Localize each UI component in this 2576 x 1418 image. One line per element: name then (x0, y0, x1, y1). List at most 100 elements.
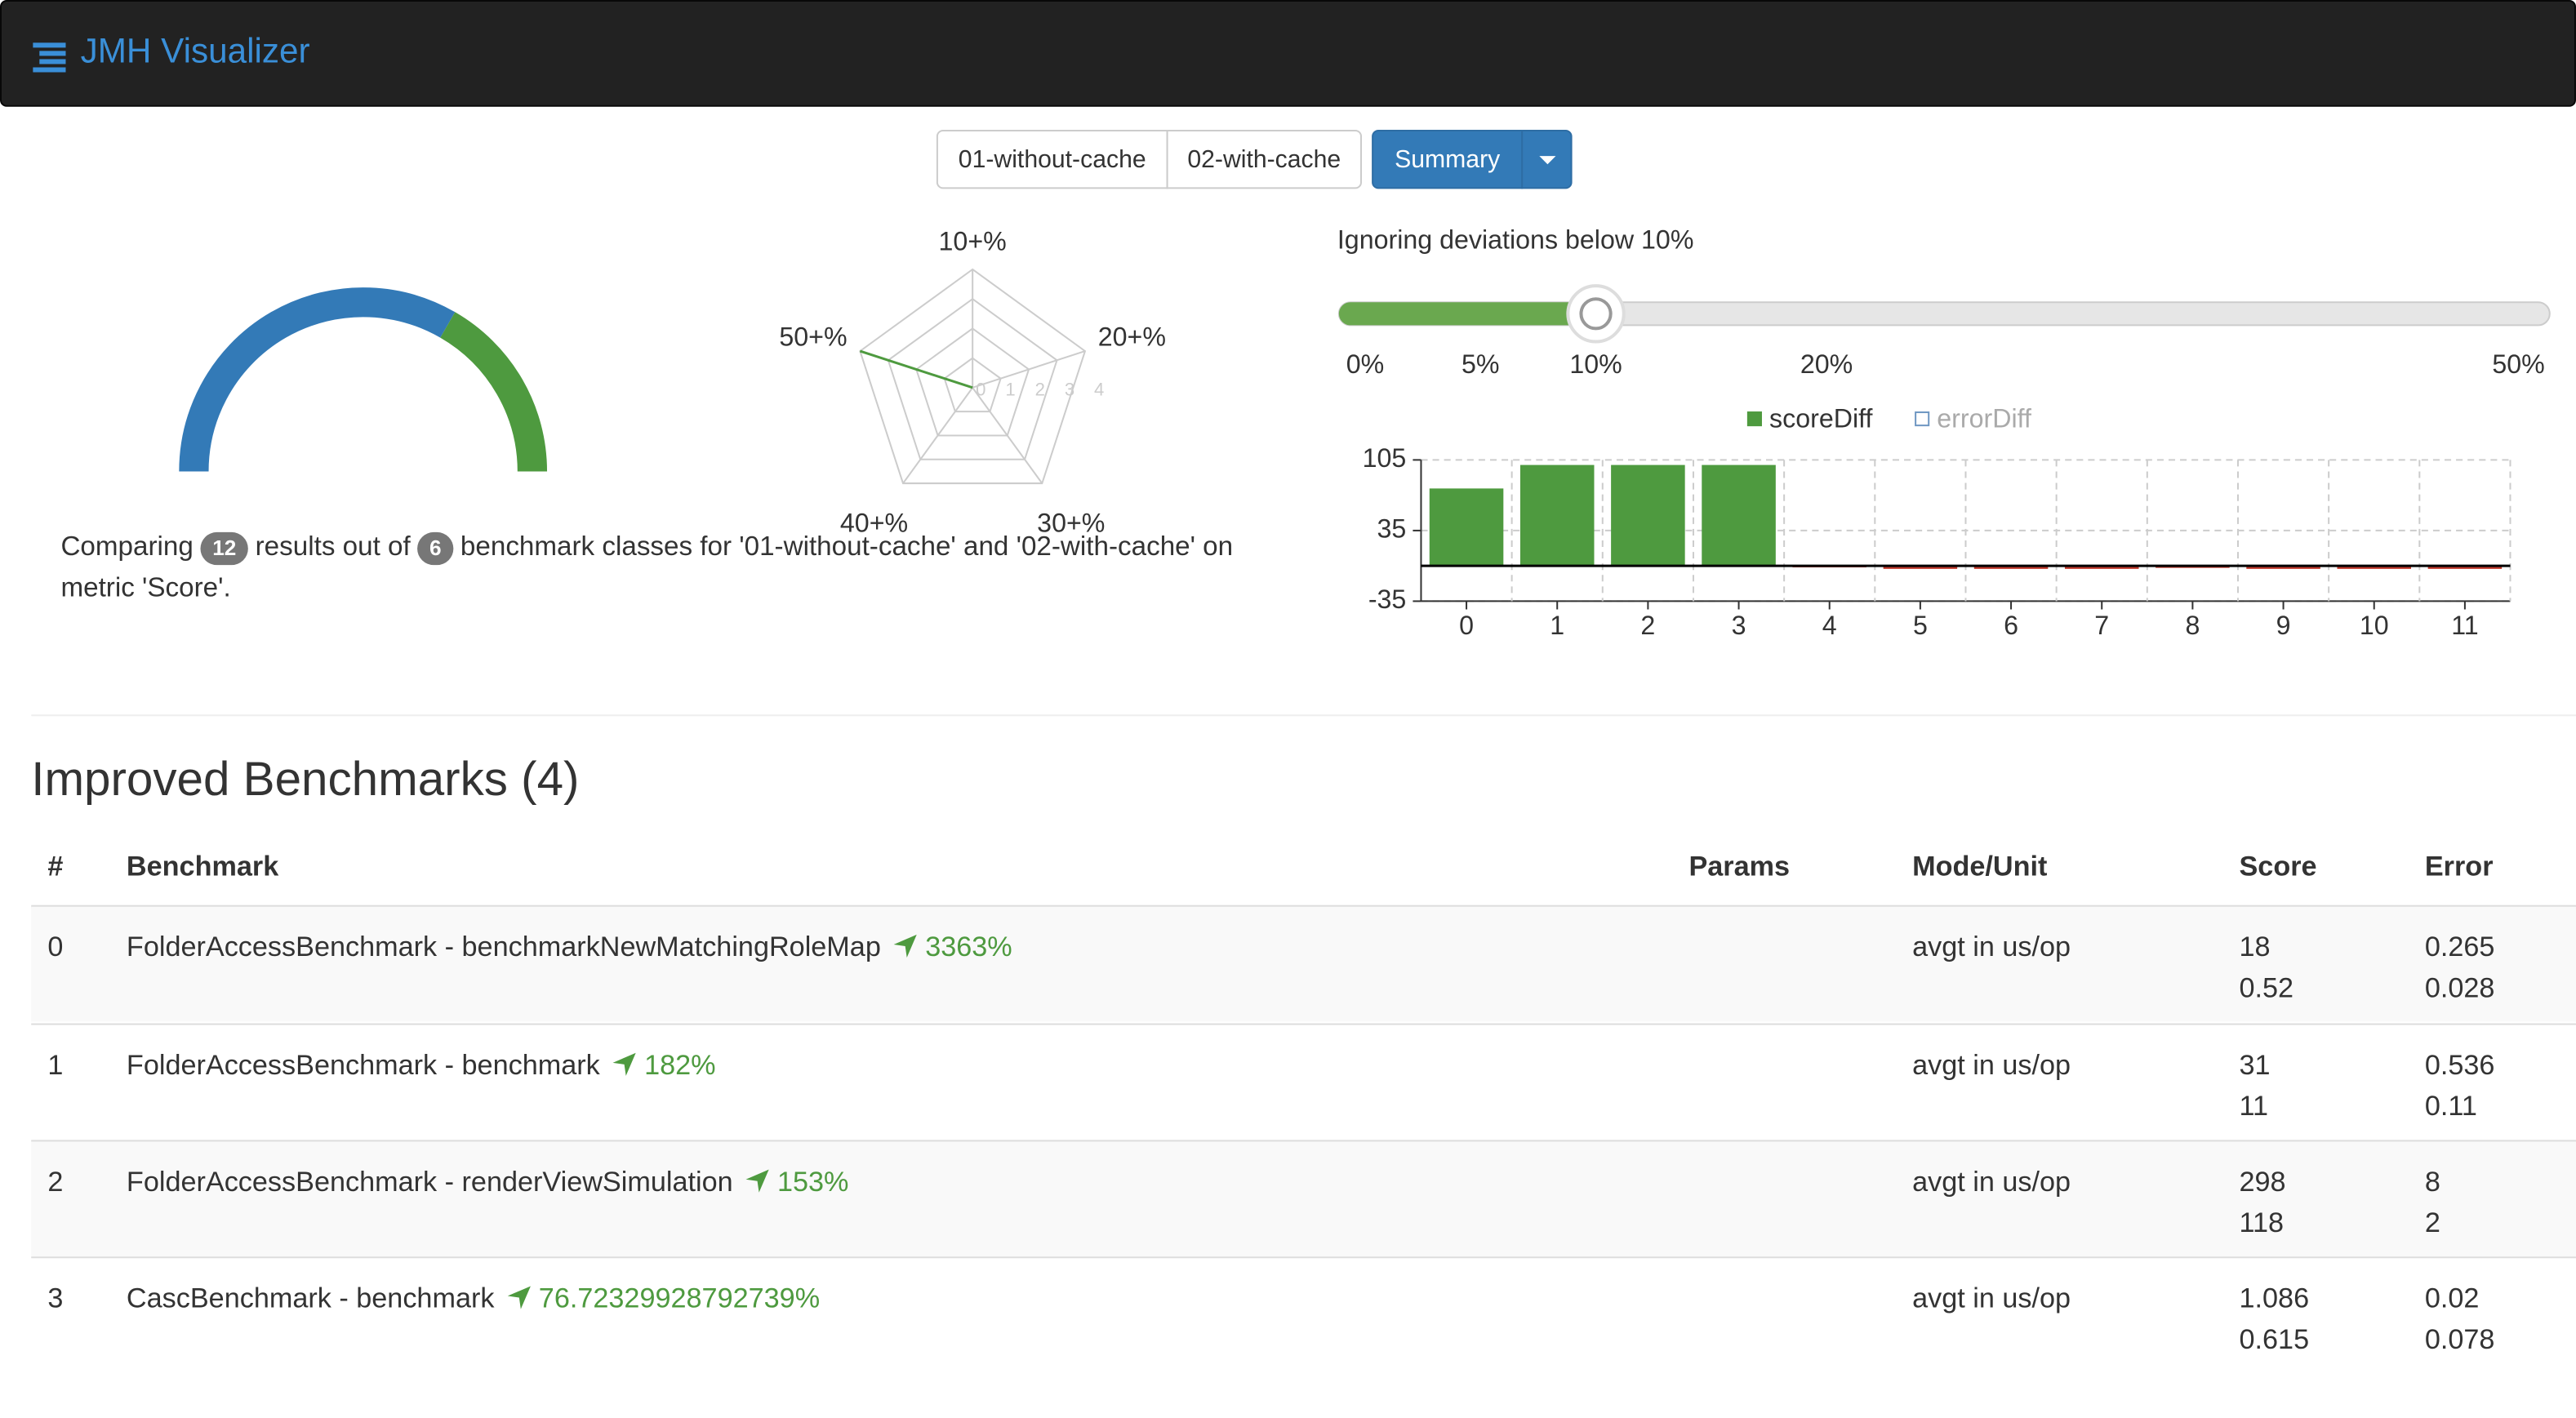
bar (1519, 465, 1595, 567)
column-header: Benchmark (126, 851, 279, 882)
radar-label: 10+% (939, 226, 1007, 256)
x-tick-label: 11 (2451, 611, 2478, 640)
column-header: Score (2239, 851, 2317, 882)
benchmark-cell: FolderAccessBenchmark - benchmarkNewMatc… (127, 927, 1012, 967)
slider-tick-label: 50% (2492, 349, 2544, 379)
y-tick-label: 105 (1363, 443, 1407, 473)
brand-icon (33, 42, 66, 73)
benchmark-cell: FolderAccessBenchmark - benchmark 182% (127, 1045, 716, 1086)
change: 3363% (925, 931, 1012, 963)
section-title: Improved Benchmarks (4) (31, 753, 580, 807)
score: 31 (2239, 1049, 2271, 1081)
mode-unit: avgt in us/op (1912, 1166, 2071, 1198)
bar (2246, 566, 2320, 569)
change: 76.72329928792739% (538, 1282, 821, 1314)
brand[interactable]: JMH Visualizer (80, 33, 310, 71)
radar-tick-label: 1 (1005, 380, 1015, 400)
x-tick-label: 8 (2185, 611, 2200, 640)
radar-label: 30+% (1037, 509, 1105, 538)
change: 182% (644, 1049, 716, 1081)
benchmark-cell: CascBenchmark - benchmark 76.723299287927… (127, 1278, 820, 1318)
badge: 12 (201, 531, 248, 566)
text: Comparing (60, 531, 194, 562)
bar (2064, 566, 2139, 569)
divider (31, 714, 2576, 717)
x-tick-label: 6 (2004, 611, 2018, 640)
row-index: 3 (47, 1282, 64, 1314)
score: 18 (2239, 931, 2271, 963)
improved-icon (745, 1169, 769, 1193)
bar (1973, 566, 2049, 569)
error: 2 (2424, 1207, 2440, 1239)
improved-icon (612, 1052, 637, 1076)
x-tick-label: 3 (1732, 611, 1746, 640)
legend-swatch (1915, 411, 1930, 427)
slider-track (1337, 301, 2551, 327)
score: 1.086 (2239, 1282, 2310, 1314)
bar (2337, 566, 2412, 569)
view-button[interactable]: Summary (1372, 129, 1524, 189)
column-header: Mode/Unit (1912, 851, 2048, 882)
benchmark-name: FolderAccessBenchmark - benchmark (126, 1049, 600, 1081)
run-button[interactable]: 02-with-cache (1166, 129, 1363, 189)
slider-label: Ignoring deviations below 10% (1337, 224, 1694, 254)
error: 8 (2424, 1166, 2440, 1198)
slider-fill (1338, 302, 1596, 326)
error: 0.078 (2424, 1323, 2495, 1355)
radar-tick-label: 2 (1035, 380, 1045, 400)
x-tick-label: 0 (1459, 611, 1474, 640)
mode-unit: avgt in us/op (1912, 1282, 2071, 1314)
table-row: 1 FolderAccessBenchmark - benchmark 182% av… (31, 1023, 2576, 1140)
text: benchmark classes for '01-without-cache'… (60, 531, 1234, 602)
description: Comparing 12 results out of 6 benchmark … (60, 527, 1260, 608)
radar-label: 20+% (1098, 322, 1166, 352)
radar-ring (887, 297, 1058, 460)
caret (1538, 156, 1555, 165)
radar-tick-label: 4 (1094, 380, 1104, 400)
mode-unit: avgt in us/op (1912, 1049, 2071, 1081)
error: 0.265 (2424, 931, 2495, 963)
table-row: 0 FolderAccessBenchmark - benchmarkNewMat… (31, 906, 2576, 1022)
change: 153% (776, 1166, 849, 1198)
benchmark-cell: FolderAccessBenchmark - renderViewSimula… (127, 1162, 849, 1202)
run-button[interactable]: 01-without-cache (936, 129, 1168, 189)
radar-ring (859, 268, 1087, 485)
slider-tick-label: 0% (1346, 349, 1385, 379)
improved-icon (507, 1286, 531, 1309)
score: 0.615 (2239, 1323, 2310, 1355)
slider-tick-label: 10% (1569, 349, 1622, 379)
row-index: 1 (47, 1049, 64, 1081)
bar (1883, 566, 1958, 569)
benchmark-name: FolderAccessBenchmark - renderViewSimula… (126, 1166, 733, 1198)
text: results out of (255, 531, 411, 562)
legend-label: scoreDiff (1769, 404, 1872, 433)
radar-label: 50+% (779, 322, 847, 352)
x-tick-label: 9 (2276, 611, 2291, 640)
view-dropdown[interactable] (1521, 129, 1573, 189)
bar (2427, 566, 2503, 569)
radar-tick-label: 0 (976, 380, 985, 400)
badge: 6 (417, 531, 453, 566)
score: 118 (2239, 1207, 2285, 1239)
error: 0.536 (2424, 1049, 2495, 1081)
gauge-segment (179, 287, 456, 472)
radar-tick-label: 3 (1065, 380, 1074, 400)
navbar: JMH Visualizer (0, 0, 2576, 107)
gauge-segment (439, 312, 548, 472)
improved-icon (893, 934, 918, 958)
error: 0.028 (2424, 972, 2495, 1004)
slider-handle-core (1579, 297, 1613, 331)
legend-label: errorDiff (1937, 404, 2031, 433)
row-index: 2 (47, 1166, 64, 1198)
radar-axis (972, 350, 1086, 389)
error: 0.02 (2424, 1282, 2480, 1314)
bar (1702, 465, 1776, 567)
error: 0.11 (2424, 1091, 2477, 1122)
legend-swatch (1746, 411, 1762, 427)
bar (1429, 488, 1504, 567)
score: 298 (2239, 1166, 2286, 1198)
y-tick-label: 35 (1377, 513, 1407, 543)
x-tick-label: 1 (1550, 611, 1564, 640)
